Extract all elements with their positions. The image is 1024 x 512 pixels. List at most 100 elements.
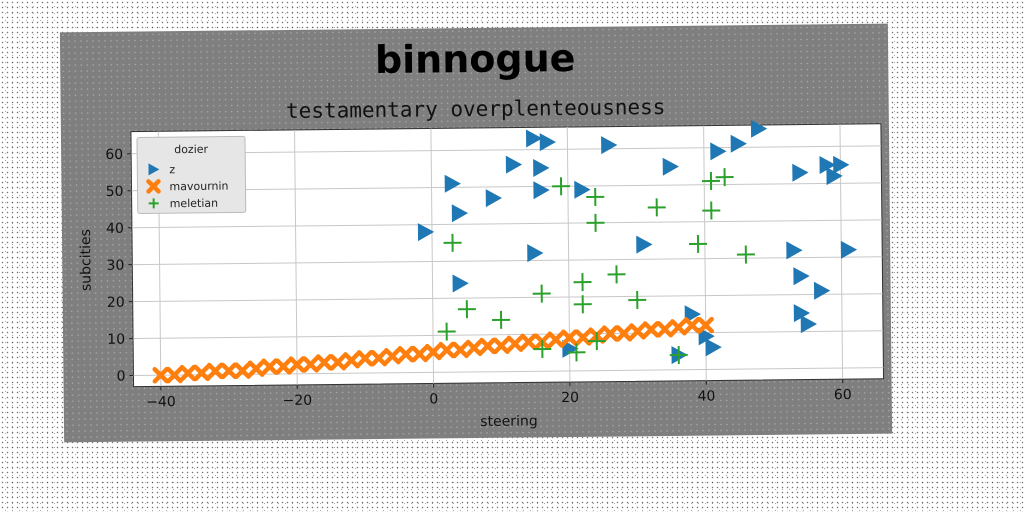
point-mavournin [574, 329, 592, 346]
legend-label-mavournin: mavournin [169, 180, 228, 194]
point-mavournin [384, 347, 401, 365]
point-mavournin [288, 356, 306, 373]
point-mavournin [561, 329, 578, 346]
point-mavournin [193, 364, 210, 382]
grid-line-y [131, 145, 882, 155]
point-mavournin [493, 337, 510, 355]
legend: dozier z mavournin meletian [136, 135, 247, 215]
x-axis-label: steering [480, 413, 538, 430]
grid-line-y [131, 219, 882, 229]
legend-marker-z [148, 163, 160, 176]
y-tick-label: 20 [107, 295, 125, 311]
point-mavournin [302, 356, 319, 373]
point-z [793, 304, 811, 323]
point-z [527, 244, 544, 263]
point-z [601, 136, 618, 155]
point-mavournin [438, 341, 456, 359]
point-meletian [647, 198, 666, 217]
point-mavournin [315, 354, 333, 371]
point-meletian [702, 201, 721, 220]
point-meletian [573, 295, 592, 314]
point-mavournin [220, 362, 238, 380]
point-z [750, 119, 768, 138]
point-z [792, 163, 809, 182]
legend-marker-meletian [148, 198, 159, 209]
grid-line-y [133, 330, 884, 340]
grid [131, 124, 884, 387]
point-mavournin [179, 364, 197, 382]
x-tick-label: 60 [834, 387, 852, 403]
point-meletian [689, 234, 708, 253]
point-z [826, 167, 843, 186]
point-mavournin [452, 341, 469, 359]
point-z [444, 174, 461, 193]
point-z [452, 274, 469, 293]
point-mavournin [247, 360, 265, 377]
point-z [833, 155, 850, 174]
point-z [793, 267, 810, 286]
y-tick-label: 0 [116, 369, 125, 385]
point-mavournin [656, 320, 674, 338]
point-meletian [492, 310, 511, 329]
y-tick-label: 40 [106, 221, 124, 237]
point-meletian [573, 273, 592, 292]
point-z [574, 180, 591, 199]
point-z [813, 281, 831, 300]
point-mavournin [615, 325, 633, 342]
grid-line-y [131, 182, 882, 192]
point-mavournin [234, 362, 251, 379]
x-tick-label: −20 [283, 393, 313, 409]
point-mavournin [356, 349, 374, 367]
x-tick-label: 0 [429, 391, 438, 407]
point-meletian [443, 233, 462, 252]
point-mavournin [370, 349, 388, 367]
point-meletian [567, 343, 586, 362]
point-z [698, 327, 715, 346]
point-meletian [715, 168, 734, 187]
point-mavournin [411, 345, 428, 363]
y-tick-label: 30 [106, 258, 124, 274]
grid-line-x [430, 128, 435, 384]
point-meletian [437, 322, 456, 341]
point-meletian [552, 177, 571, 196]
x-tick-label: 40 [697, 389, 715, 405]
point-mavournin [166, 366, 183, 384]
x-tick-label: 20 [561, 390, 579, 406]
legend-label-meletian: meletian [170, 197, 219, 211]
point-mavournin [629, 323, 646, 340]
point-z [562, 339, 579, 358]
point-z [710, 142, 727, 161]
point-mavournin [602, 325, 619, 342]
point-mavournin [520, 333, 537, 351]
scatter-chart: binnogue testamentary overplenteousness … [78, 36, 885, 430]
point-z [533, 181, 550, 200]
grid-line-y [132, 256, 883, 266]
point-mavournin [506, 335, 524, 353]
point-mavournin [206, 362, 224, 380]
point-mavournin [683, 316, 701, 334]
point-meletian [586, 213, 605, 232]
point-mavournin [465, 339, 483, 357]
point-z [539, 133, 556, 152]
point-z [505, 155, 523, 174]
point-meletian [457, 300, 476, 319]
point-z [525, 129, 543, 148]
point-z [417, 223, 435, 242]
point-meletian [669, 346, 688, 365]
chart-figure: binnogue testamentary overplenteousness … [59, 23, 893, 443]
y-tick-label: 10 [107, 332, 125, 348]
point-z [684, 305, 701, 324]
legend-marker-mavournin [146, 179, 161, 194]
point-z [662, 157, 679, 176]
point-mavournin [670, 318, 687, 336]
point-mavournin [343, 351, 360, 369]
legend-title: dozier [174, 143, 208, 156]
point-z [636, 235, 653, 254]
y-axis-label: subcities [78, 229, 95, 291]
point-meletian [586, 187, 605, 206]
point-meletian [532, 284, 551, 303]
grid-line-y [132, 293, 883, 303]
point-mavournin [275, 358, 292, 375]
point-mavournin [152, 366, 170, 384]
